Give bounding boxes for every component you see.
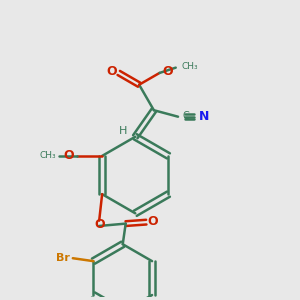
Text: CH₃: CH₃ — [181, 62, 198, 71]
Text: H: H — [119, 126, 128, 136]
Text: O: O — [148, 215, 158, 228]
Text: C: C — [182, 111, 189, 121]
Text: N: N — [199, 110, 209, 123]
Text: O: O — [94, 218, 105, 231]
Text: O: O — [63, 149, 74, 162]
Text: CH₃: CH₃ — [40, 151, 56, 160]
Text: O: O — [162, 65, 172, 78]
Text: O: O — [106, 65, 117, 78]
Text: Br: Br — [56, 253, 70, 262]
